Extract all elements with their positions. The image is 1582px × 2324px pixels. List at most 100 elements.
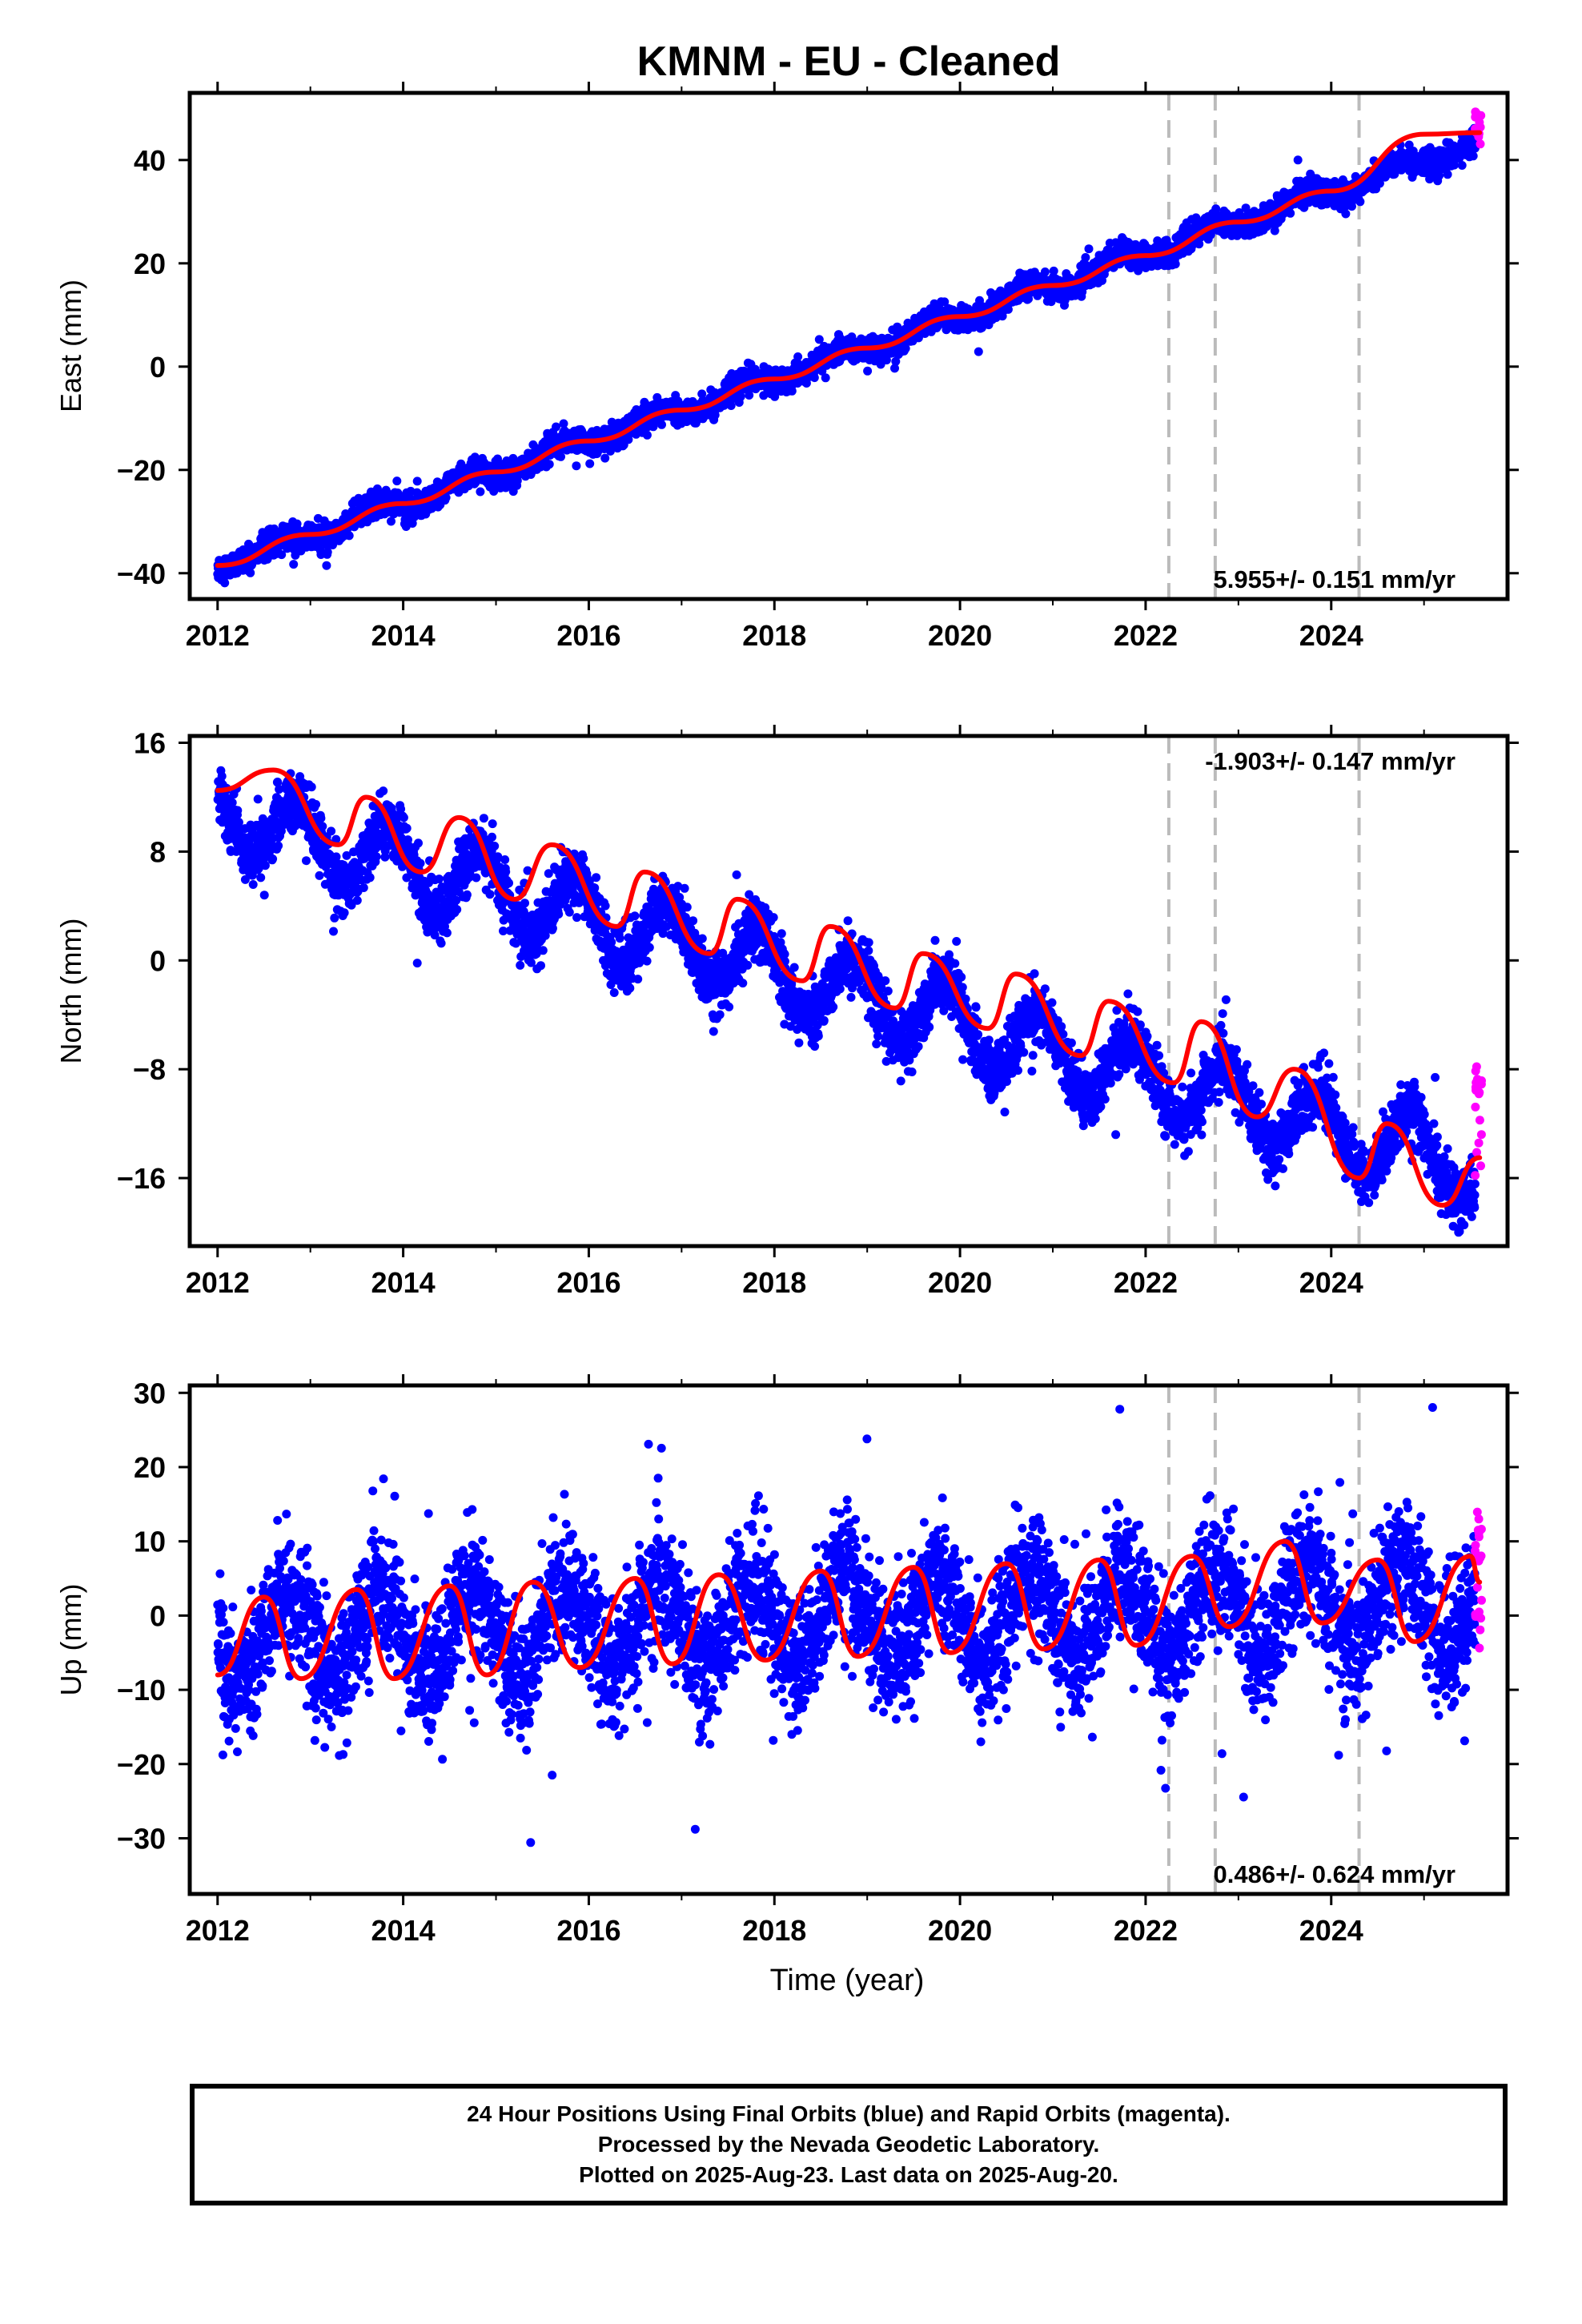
data-point [863, 366, 873, 376]
data-point [259, 891, 269, 900]
data-point [974, 347, 983, 356]
x-tick-label: 2018 [742, 619, 806, 652]
rapid-point [1476, 139, 1485, 149]
data-point [470, 452, 480, 462]
plot-frame [187, 90, 1510, 601]
data-point [1293, 155, 1303, 165]
data-point [585, 459, 595, 468]
data-point [273, 778, 283, 786]
data-point [657, 420, 666, 429]
data-point [1081, 253, 1090, 262]
data-point [1330, 177, 1339, 186]
y-tick-label: −20 [117, 454, 166, 487]
data-point [890, 364, 899, 373]
data-point [1468, 151, 1478, 161]
data-point [1170, 259, 1180, 269]
y-tick-label: −40 [117, 557, 166, 590]
data-point [556, 452, 565, 461]
x-tick-label: 2020 [928, 619, 992, 652]
data-point [642, 430, 652, 440]
data-point [277, 550, 287, 560]
data-point [441, 493, 451, 502]
data-point [227, 798, 237, 807]
data-point [276, 826, 286, 836]
data-point [1435, 171, 1444, 180]
data-point [268, 854, 278, 863]
data-point [1457, 161, 1467, 170]
final-orbit-points [213, 766, 1480, 1237]
data-point [793, 352, 803, 361]
model-fit-line [215, 130, 1483, 569]
data-point [544, 460, 554, 469]
x-tick-label: 2016 [556, 619, 620, 652]
north-panel: 2012 2014 2016 2018 2020 2022 20241680−8−16Nor… [54, 725, 1519, 1299]
data-point [256, 873, 266, 883]
data-point [217, 771, 227, 781]
data-point [821, 373, 830, 383]
y-tick-label: 0 [150, 351, 166, 384]
data-point [600, 453, 610, 463]
data-point [814, 335, 824, 344]
x-tick-label: 2014 [371, 619, 436, 652]
data-point [412, 476, 422, 486]
y-tick-label: 40 [134, 144, 166, 177]
data-point [572, 461, 581, 471]
data-point [233, 806, 243, 815]
data-point [1443, 170, 1452, 179]
data-point [1341, 209, 1351, 219]
data-point [387, 517, 396, 526]
data-point [881, 356, 891, 365]
x-tick-label: 2024 [1299, 619, 1363, 652]
data-point [323, 547, 332, 557]
data-point [253, 794, 263, 804]
data-point [274, 841, 283, 850]
data-point [726, 401, 736, 410]
final-orbit-points [213, 123, 1480, 588]
data-point [736, 392, 745, 401]
data-point [652, 392, 662, 402]
data-point [901, 344, 910, 353]
data-point [1286, 208, 1295, 218]
data-point [392, 476, 402, 486]
y-tick-label: 20 [134, 247, 166, 280]
data-point [1449, 160, 1459, 170]
data-point [512, 476, 522, 485]
data-point [809, 373, 819, 383]
data-point [559, 419, 568, 428]
data-point [316, 550, 326, 559]
data-layer [213, 736, 1486, 1246]
data-point [1049, 266, 1058, 275]
data-point [1084, 244, 1094, 254]
data-point [697, 389, 707, 399]
data-layer [213, 93, 1486, 599]
data-point [220, 578, 230, 588]
data-point [745, 391, 754, 400]
data-point [248, 880, 258, 889]
chart-title: KMNM - EU - Cleaned [637, 38, 1061, 85]
data-point [891, 356, 901, 366]
data-point [344, 531, 354, 541]
data-point [787, 386, 797, 396]
rate-label: 5.955+/- 0.151 mm/yr [1214, 565, 1456, 593]
data-point [940, 297, 950, 307]
x-tick-label: 2012 [186, 619, 250, 652]
data-point [234, 818, 243, 827]
data-point [260, 861, 270, 870]
data-point [1040, 267, 1050, 276]
east-panel: 2012 2014 2016 2018 2020 2022 2024 40 20 0 −20 −40 E… [54, 82, 1519, 652]
data-point [1375, 179, 1384, 188]
x-tick-label: 2022 [1114, 619, 1178, 652]
y-axis-label: East (mm) [54, 279, 87, 412]
data-point [247, 870, 257, 880]
rapid-point [1471, 112, 1480, 122]
data-point [322, 561, 331, 570]
data-point [1355, 197, 1365, 207]
data-point [289, 560, 299, 569]
data-point [275, 785, 284, 794]
data-point [246, 568, 255, 577]
data-point [1195, 239, 1204, 249]
data-point [476, 487, 485, 497]
data-point [759, 391, 769, 400]
data-point [552, 422, 560, 432]
